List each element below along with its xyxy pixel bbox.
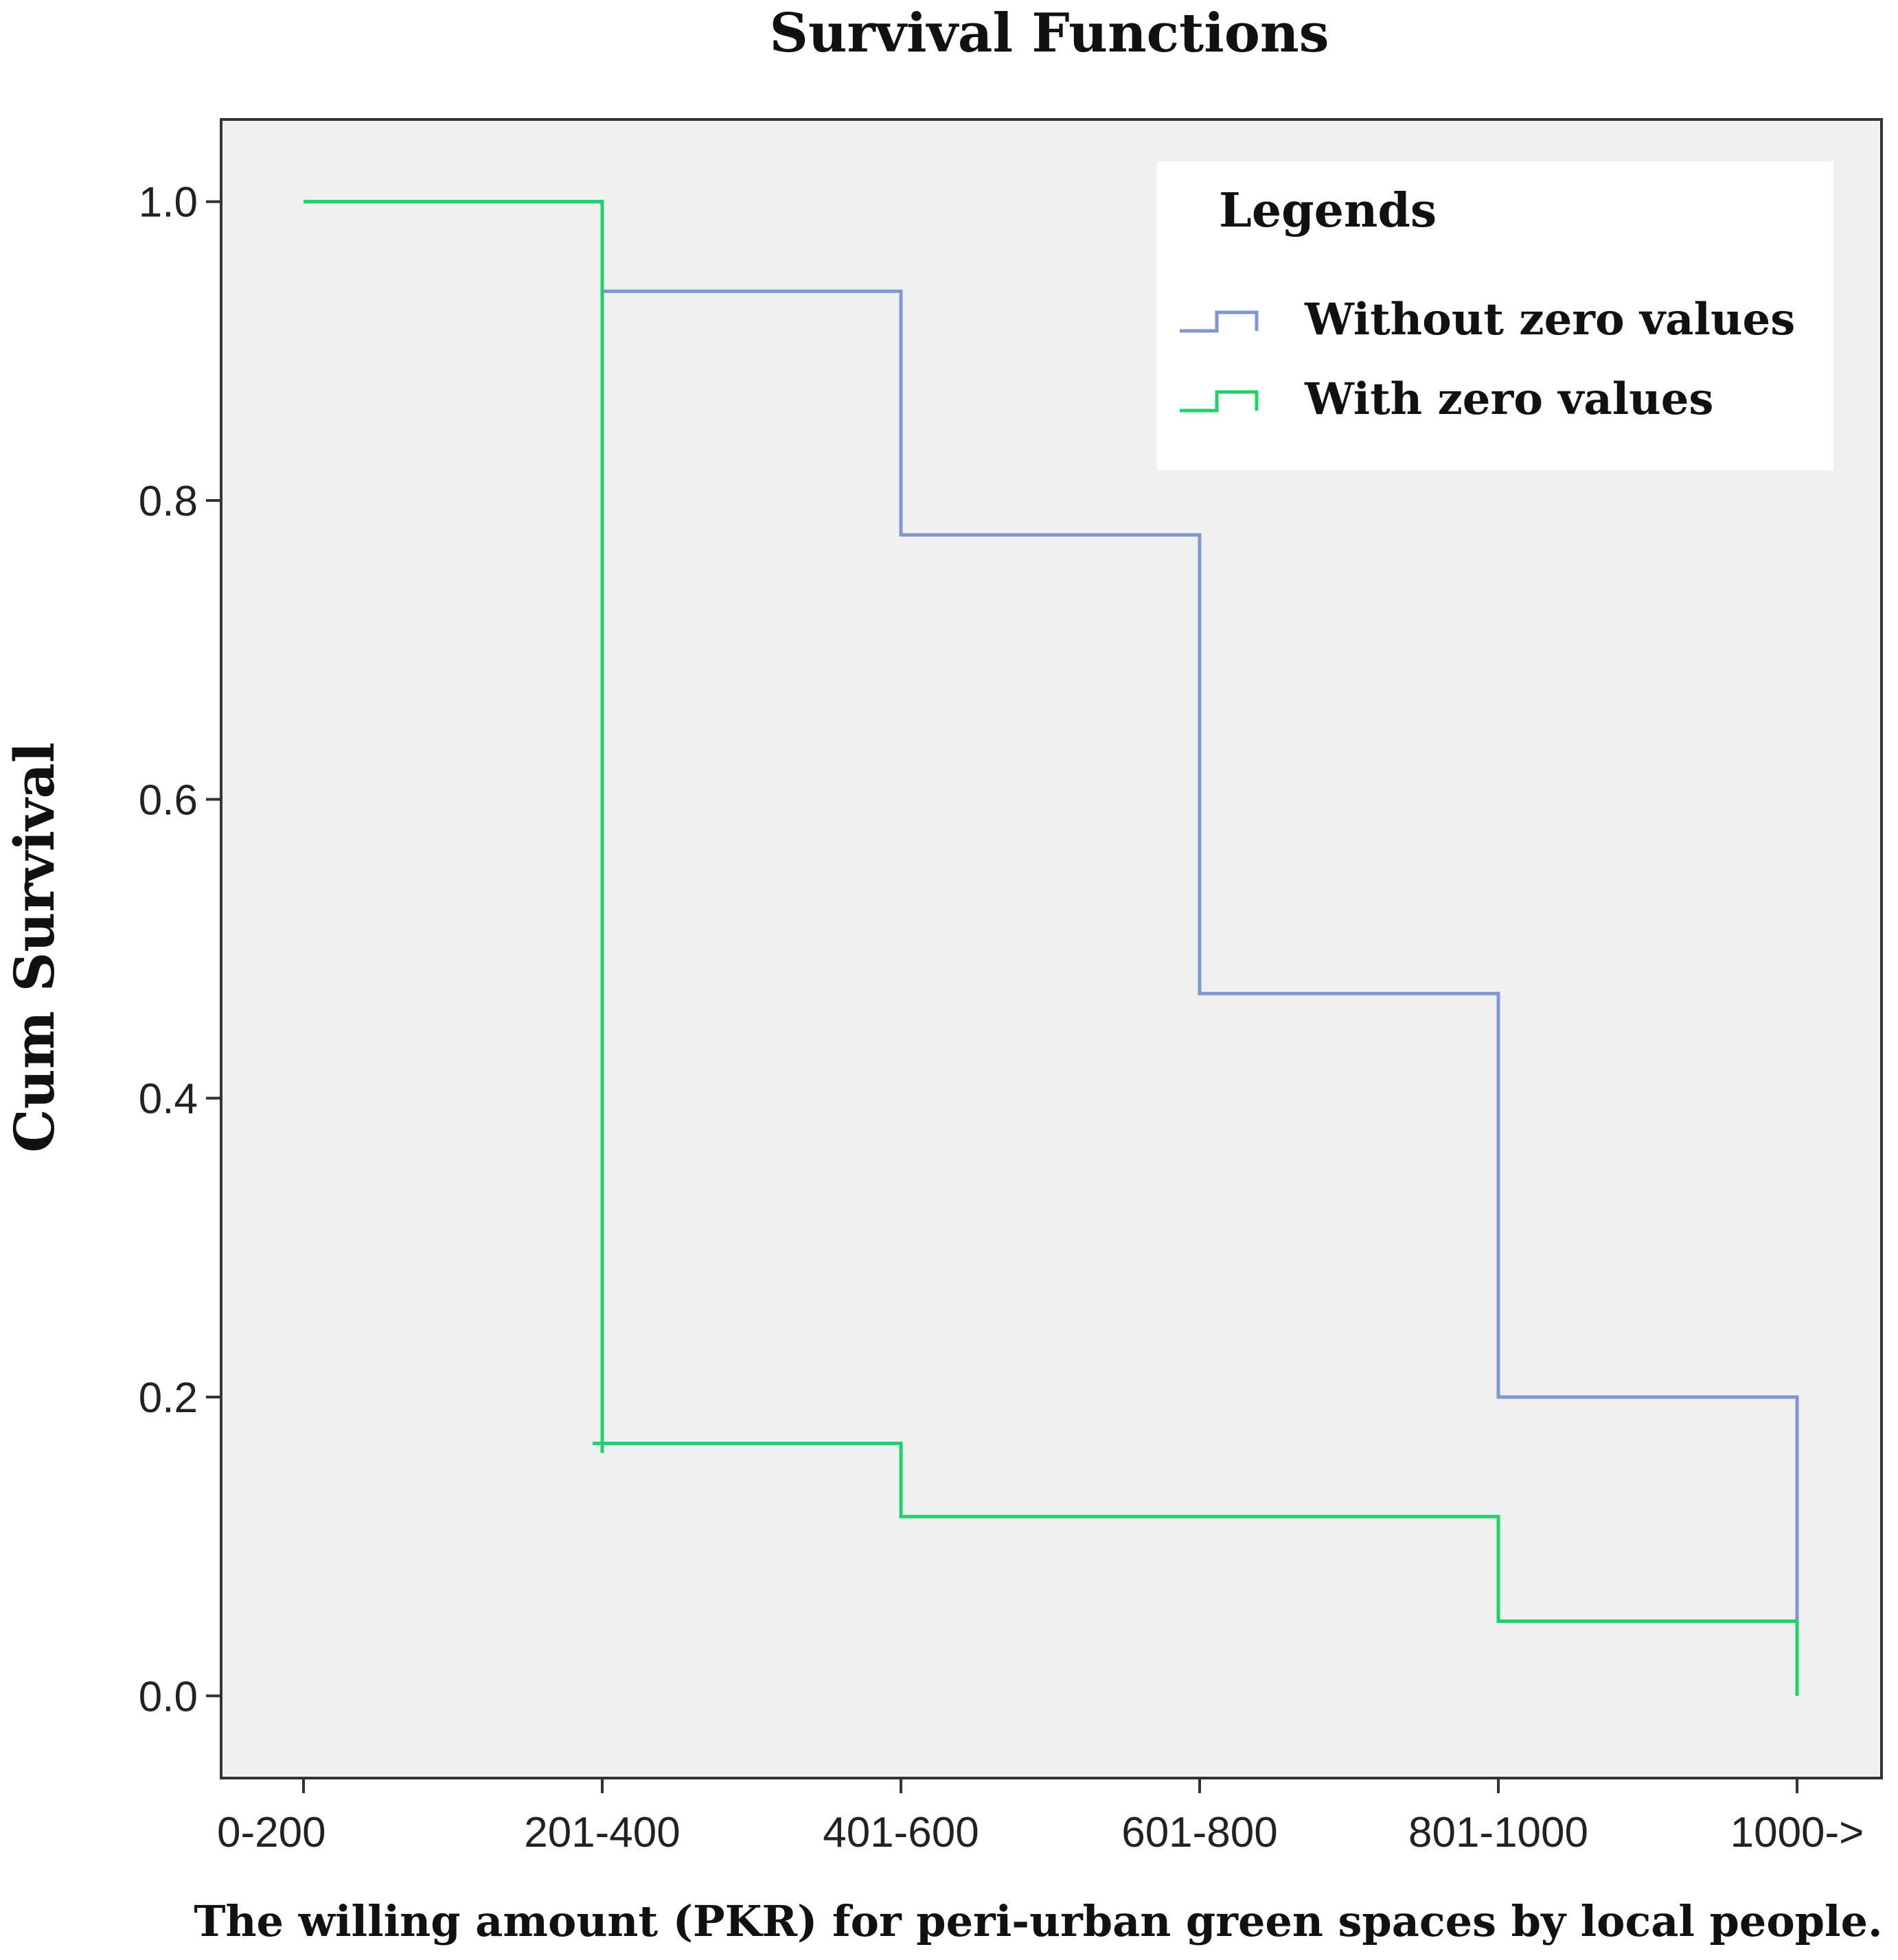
legend-label-without-zero: Without zero values bbox=[1304, 294, 1795, 345]
legend-swatch-without-zero bbox=[1180, 310, 1259, 333]
legend-title: Legends bbox=[1219, 183, 1437, 238]
legend-box bbox=[1157, 161, 1833, 470]
x-axis-label: The willing amount (PKR) for peri-urban … bbox=[194, 1896, 1882, 1946]
x-tick-label: 401-600 bbox=[823, 1809, 979, 1856]
x-tick-label: 601-800 bbox=[1121, 1809, 1278, 1856]
legend: Legends Without zero values With zero va… bbox=[1157, 161, 1833, 470]
legend-label-with-zero: With zero values bbox=[1304, 373, 1713, 425]
y-tick-label: 1.0 bbox=[139, 179, 198, 227]
series-line-with-zero bbox=[304, 200, 1799, 1696]
y-axis: 0.0 0.2 0.4 0.6 0.8 1.0 bbox=[139, 179, 221, 1720]
y-tick-label: 0.4 bbox=[139, 1076, 198, 1123]
x-axis: 0-200 201-400 401-600 601-800 801-1000 1000-> bbox=[217, 1778, 1864, 1856]
y-axis-label: Cum Survival bbox=[2, 742, 67, 1153]
censor-mark bbox=[593, 1433, 612, 1453]
y-tick-label: 0.0 bbox=[139, 1673, 198, 1720]
y-tick-label: 0.6 bbox=[139, 776, 198, 824]
y-tick-label: 0.2 bbox=[139, 1374, 198, 1422]
x-tick-label: 201-400 bbox=[524, 1809, 681, 1856]
series-layer bbox=[304, 200, 1799, 1696]
x-tick-label: 1000-> bbox=[1730, 1809, 1864, 1856]
x-tick-label: 801-1000 bbox=[1408, 1809, 1588, 1856]
legend-swatch-with-zero bbox=[1180, 390, 1259, 413]
chart-title: Survival Functions bbox=[770, 2, 1329, 65]
x-tick-label: 0-200 bbox=[217, 1809, 326, 1856]
y-tick-label: 0.8 bbox=[139, 478, 198, 525]
